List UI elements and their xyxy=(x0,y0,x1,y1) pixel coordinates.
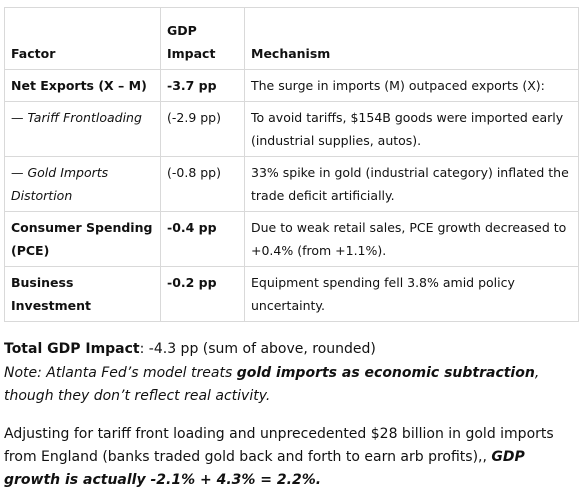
impact-cell: (-0.8 pp) xyxy=(160,156,245,212)
header-cell: Mechanism xyxy=(244,7,579,70)
impact-cell: (-2.9 pp) xyxy=(160,101,245,157)
paragraph: Adjusting for tariff front loading and u… xyxy=(4,423,582,492)
mechanism-cell: Equipment spending fell 3.8% amid policy… xyxy=(244,266,579,322)
factor-cell: Consumer Spending (PCE) xyxy=(4,211,161,267)
factor-cell: Net Exports (X – M) xyxy=(4,69,161,102)
factor-cell: Business Investment xyxy=(4,266,161,322)
paragraph-emphasis: GDP growth is actually -2.1% + 4.3% = 2.… xyxy=(4,449,525,488)
total-line: Total GDP Impact: -4.3 pp (sum of above,… xyxy=(4,338,582,361)
factor-cell: — Tariff Frontloading xyxy=(4,101,161,157)
row: Net Exports (X – M) -3.7 pp The surge in… xyxy=(4,69,579,102)
mechanism-cell: The surge in imports (M) outpaced export… xyxy=(244,69,579,102)
impact-cell: -3.7 pp xyxy=(160,69,245,102)
header-row: Factor GDP Impact Mechanism xyxy=(4,7,579,70)
total-text: : -4.3 pp (sum of above, rounded) xyxy=(139,341,376,357)
mechanism-cell: Due to weak retail sales, PCE growth dec… xyxy=(244,211,579,267)
note-text: , though they don’t reflect real activit… xyxy=(4,365,540,404)
note-emphasis: gold imports as economic subtraction xyxy=(236,365,535,381)
header-cell: Factor xyxy=(4,7,161,70)
paragraph-text: Adjusting for tariff front loading and u… xyxy=(4,426,554,465)
row: Business Investment -0.2 pp Equipment sp… xyxy=(4,266,579,322)
impact-table: Factor GDP Impact Mechanism Net Exports … xyxy=(4,7,579,322)
impact-cell: -0.4 pp xyxy=(160,211,245,267)
impact-cell: -0.2 pp xyxy=(160,266,245,322)
header-cell: GDP Impact xyxy=(160,7,245,70)
note-text: Note: Atlanta Fed’s model treats xyxy=(4,365,237,381)
mechanism-cell: To avoid tariffs, $154B goods were impor… xyxy=(244,101,579,157)
note: Note: Atlanta Fed’s model treats gold im… xyxy=(4,362,582,408)
mechanism-cell: 33% spike in gold (industrial category) … xyxy=(244,156,579,212)
row: — Gold Imports Distortion (-0.8 pp) 33% … xyxy=(4,156,579,212)
row: — Tariff Frontloading (-2.9 pp) To avoid… xyxy=(4,101,579,157)
total-label: Total GDP Impact xyxy=(4,341,140,357)
row: Consumer Spending (PCE) -0.4 pp Due to w… xyxy=(4,211,579,267)
factor-cell: — Gold Imports Distortion xyxy=(4,156,161,212)
